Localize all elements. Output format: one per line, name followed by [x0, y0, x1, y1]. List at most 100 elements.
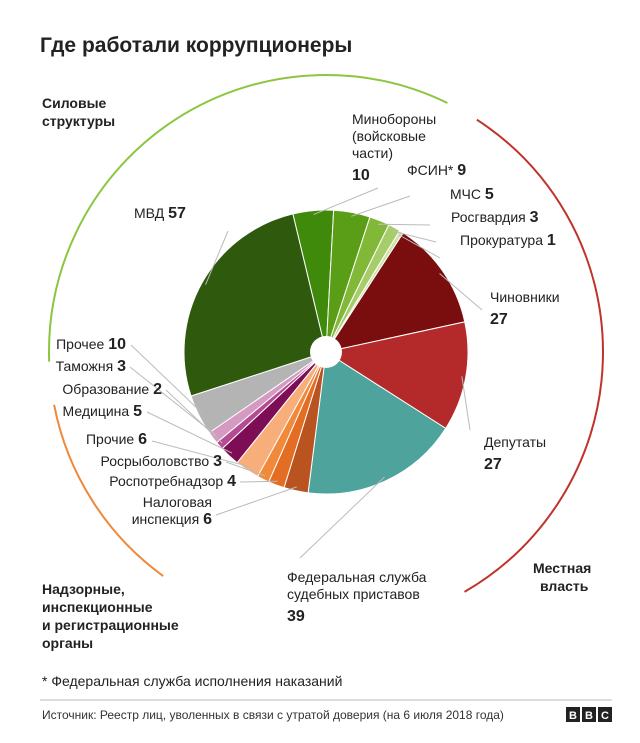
- slice-label-mchs: МЧС 5: [450, 186, 494, 203]
- slice-value: 6: [203, 511, 212, 528]
- pie-slice-ch: [324, 232, 466, 353]
- slice-name: части): [352, 145, 393, 161]
- svg-text:власть: власть: [540, 578, 589, 594]
- slice-name: Федеральная служба: [287, 569, 427, 585]
- slice-name: МВД 57: [134, 205, 186, 222]
- source-note: Источник: Реестр лиц, уволенных в связи …: [42, 708, 504, 722]
- arc-local-government: [463, 118, 604, 593]
- slice-name: Росгвардия 3: [451, 209, 539, 226]
- slice-value: 4: [227, 473, 236, 490]
- slice-value: 2: [153, 381, 162, 398]
- slice-name: Таможня 3: [56, 358, 127, 375]
- leader-line-mvd: [205, 230, 229, 285]
- slice-label-obr: Образование 2: [62, 381, 162, 398]
- leader-line-ni: [215, 486, 297, 516]
- arc-oversight-agencies: [53, 404, 164, 577]
- slice-value: 27: [484, 456, 502, 473]
- page-title: Где работали коррупционеры: [40, 34, 352, 57]
- slice-name: Чиновники: [490, 289, 560, 305]
- leader-line-tam: [129, 366, 217, 436]
- leader-lines: [129, 187, 483, 559]
- svg-text:Местная: Местная: [533, 560, 591, 576]
- svg-text:инспекционные: инспекционные: [42, 599, 153, 615]
- leader-line-pro6: [151, 440, 250, 468]
- group-caption-local: Местная власть: [533, 560, 591, 594]
- leader-line-pr: [399, 234, 441, 259]
- slice-label-ch: Чиновники 27: [490, 289, 560, 328]
- slice-value: 5: [485, 186, 494, 203]
- slice-label-pro6: Прочие 6: [86, 431, 147, 448]
- slice-value: 1: [547, 232, 556, 249]
- slice-label-rr: Росрыболовство 3: [100, 453, 222, 470]
- svg-text:структуры: структуры: [42, 113, 115, 129]
- leader-line-ch: [439, 273, 483, 311]
- slice-value: 27: [490, 311, 508, 328]
- footnote: * Федеральная служба исполнения наказани…: [42, 673, 342, 689]
- leader-line-dep: [461, 376, 471, 431]
- slice-name: Налоговая инспекция 6: [132, 494, 212, 528]
- slice-name: (войсковые: [352, 128, 426, 144]
- slice-value: 39: [287, 608, 305, 625]
- arc-power-structures: [48, 74, 448, 362]
- slice-name: МЧС 5: [450, 186, 494, 203]
- leader-line-obr: [165, 389, 223, 444]
- slice-name: Минобороны: [352, 111, 436, 127]
- slice-name: Роспотребнадзор 4: [109, 473, 236, 490]
- slice-label-dep: Депутаты 27: [484, 434, 546, 473]
- group-caption-power: Силовые структуры: [42, 95, 115, 129]
- leader-line-fssp: [299, 476, 385, 559]
- slice-value: 3: [213, 453, 222, 470]
- slice-name: ФСИН* 9: [407, 162, 466, 179]
- slice-name: Депутаты: [484, 434, 546, 450]
- leader-line-fsin: [351, 195, 411, 217]
- slice-name: Медицина 5: [63, 403, 143, 420]
- slice-name: Прочее 10: [56, 336, 126, 353]
- svg-text:Силовые: Силовые: [42, 95, 107, 111]
- slice-value: 5: [133, 403, 142, 420]
- slice-label-fsin: ФСИН* 9: [407, 162, 466, 179]
- pie-slice-dep: [324, 321, 469, 430]
- slice-value: 3: [117, 358, 126, 375]
- slice-value: 3: [530, 209, 539, 226]
- slice-value: 9: [457, 162, 466, 179]
- slice-label-mvd: МВД 57: [134, 205, 186, 222]
- leader-line-mchs: [378, 223, 431, 226]
- bbc-logo: B B C: [566, 707, 612, 722]
- slice-value: 10: [352, 167, 370, 184]
- slice-name: судебных приставов: [287, 586, 420, 602]
- slice-name: Прочие 6: [86, 431, 147, 448]
- slice-label-med: Медицина 5: [63, 403, 143, 420]
- pie-slice-mvd: [183, 213, 327, 397]
- slice-label-rg: Росгвардия 3: [451, 209, 539, 226]
- svg-text:B: B: [585, 710, 593, 722]
- pie-chart: [183, 209, 469, 495]
- slice-label-pr: Прокуратура 1: [460, 232, 556, 249]
- leader-line-rg: [392, 230, 437, 243]
- svg-text:органы: органы: [42, 635, 93, 651]
- leader-line-rpn: [239, 480, 278, 483]
- leader-line-pro10: [130, 344, 203, 414]
- svg-text:B: B: [569, 710, 577, 722]
- leader-line-rr: [225, 461, 265, 477]
- slice-name: Росрыболовство 3: [100, 453, 222, 470]
- group-caption-oversight: Надзорные, инспекционные и регистрационн…: [42, 581, 179, 651]
- svg-text:Надзорные,: Надзорные,: [42, 581, 125, 597]
- slice-label-pro10: Прочее 10: [56, 336, 126, 353]
- slice-label-rpn: Роспотребнадзор 4: [109, 473, 236, 490]
- svg-text:C: C: [601, 710, 609, 722]
- slice-label-tam: Таможня 3: [56, 358, 127, 375]
- group-arcs: [48, 74, 604, 593]
- leader-line-med: [146, 411, 233, 454]
- pie-slice-fssp: [307, 351, 447, 495]
- slice-name: Прокуратура 1: [460, 232, 556, 249]
- slice-value: 57: [168, 205, 186, 222]
- leader-line-mo: [313, 187, 379, 216]
- slice-value: 10: [108, 336, 126, 353]
- slice-value: 6: [138, 431, 147, 448]
- slice-label-ni: Налоговая инспекция 6: [132, 494, 212, 528]
- svg-text:и регистрационные: и регистрационные: [42, 617, 179, 633]
